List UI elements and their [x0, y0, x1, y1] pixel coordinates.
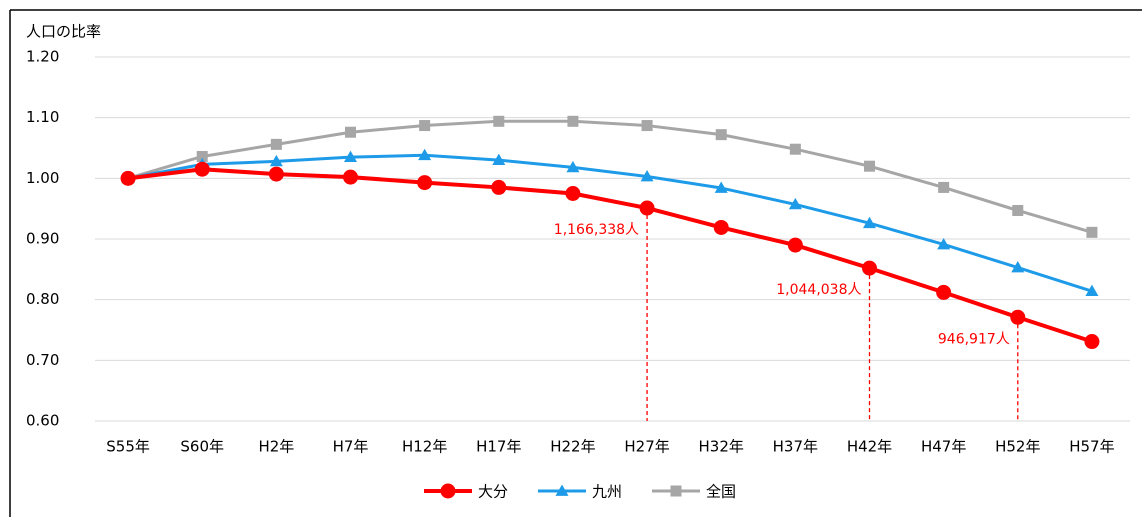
- x-tick-label: S60年: [180, 438, 224, 456]
- marker: [343, 169, 358, 185]
- marker: [493, 115, 505, 127]
- marker: [863, 216, 876, 229]
- marker: [715, 129, 727, 141]
- y-tick-label: 1.20: [26, 48, 59, 66]
- x-tick-label: H42年: [847, 438, 892, 456]
- x-tick-label: H57年: [1069, 438, 1114, 456]
- marker: [1086, 226, 1098, 238]
- x-tick-label: H47年: [921, 438, 966, 456]
- marker: [440, 483, 456, 499]
- marker: [491, 179, 507, 195]
- annotation: 946,917人: [938, 331, 1010, 347]
- series-line: [127, 119, 1093, 234]
- marker: [345, 126, 356, 138]
- marker: [269, 154, 283, 167]
- x-tick-label: H2年: [258, 438, 294, 456]
- marker: [713, 219, 729, 235]
- marker: [194, 161, 210, 177]
- y-axis-label: 人口の比率: [26, 23, 101, 41]
- legend-label: 大分: [478, 483, 508, 501]
- annotation: 1,044,038人: [776, 282, 861, 298]
- marker: [344, 150, 357, 162]
- marker: [1085, 284, 1099, 297]
- marker: [1010, 309, 1026, 325]
- marker: [270, 138, 282, 150]
- marker: [938, 181, 950, 193]
- y-tick-label: 0.70: [26, 351, 59, 369]
- y-tick-label: 0.90: [26, 230, 59, 248]
- x-tick-label: H22年: [550, 438, 595, 456]
- marker: [196, 150, 208, 162]
- marker: [566, 160, 580, 173]
- y-tick-label: 1.00: [26, 169, 59, 187]
- marker: [937, 237, 951, 250]
- x-tick-label: H27年: [624, 438, 669, 456]
- x-tick-label: H7年: [333, 438, 369, 456]
- marker: [417, 175, 433, 191]
- marker: [418, 148, 432, 161]
- marker: [1012, 204, 1024, 216]
- x-tick-label: H52年: [995, 438, 1040, 456]
- y-tick-label: 1.10: [26, 108, 59, 126]
- marker: [714, 181, 728, 193]
- marker: [789, 143, 801, 155]
- marker: [1011, 261, 1025, 273]
- marker: [639, 200, 655, 216]
- x-tick-label: H12年: [402, 438, 447, 456]
- marker: [1084, 334, 1100, 350]
- x-tick-label: H32年: [699, 438, 744, 456]
- legend-label: 九州: [592, 483, 622, 501]
- marker: [670, 485, 682, 497]
- marker: [864, 160, 875, 172]
- marker: [268, 166, 284, 182]
- x-tick-label: H17年: [476, 438, 521, 456]
- legend-label: 全国: [706, 483, 736, 501]
- marker: [567, 115, 579, 127]
- marker: [787, 237, 803, 253]
- annotation: 1,166,338人: [554, 222, 639, 238]
- marker: [862, 260, 877, 276]
- marker: [936, 284, 952, 300]
- marker: [120, 170, 136, 186]
- x-tick-label: S55年: [106, 438, 150, 456]
- marker: [788, 197, 802, 210]
- marker: [492, 153, 506, 166]
- series-line: [127, 167, 1093, 344]
- marker: [555, 484, 569, 496]
- x-tick-label: H37年: [773, 438, 818, 456]
- marker: [419, 120, 431, 132]
- marker: [640, 170, 654, 182]
- y-tick-label: 0.60: [26, 412, 59, 430]
- marker: [565, 186, 581, 201]
- marker: [641, 120, 653, 132]
- y-tick-label: 0.80: [26, 290, 59, 308]
- series-line: [127, 153, 1093, 293]
